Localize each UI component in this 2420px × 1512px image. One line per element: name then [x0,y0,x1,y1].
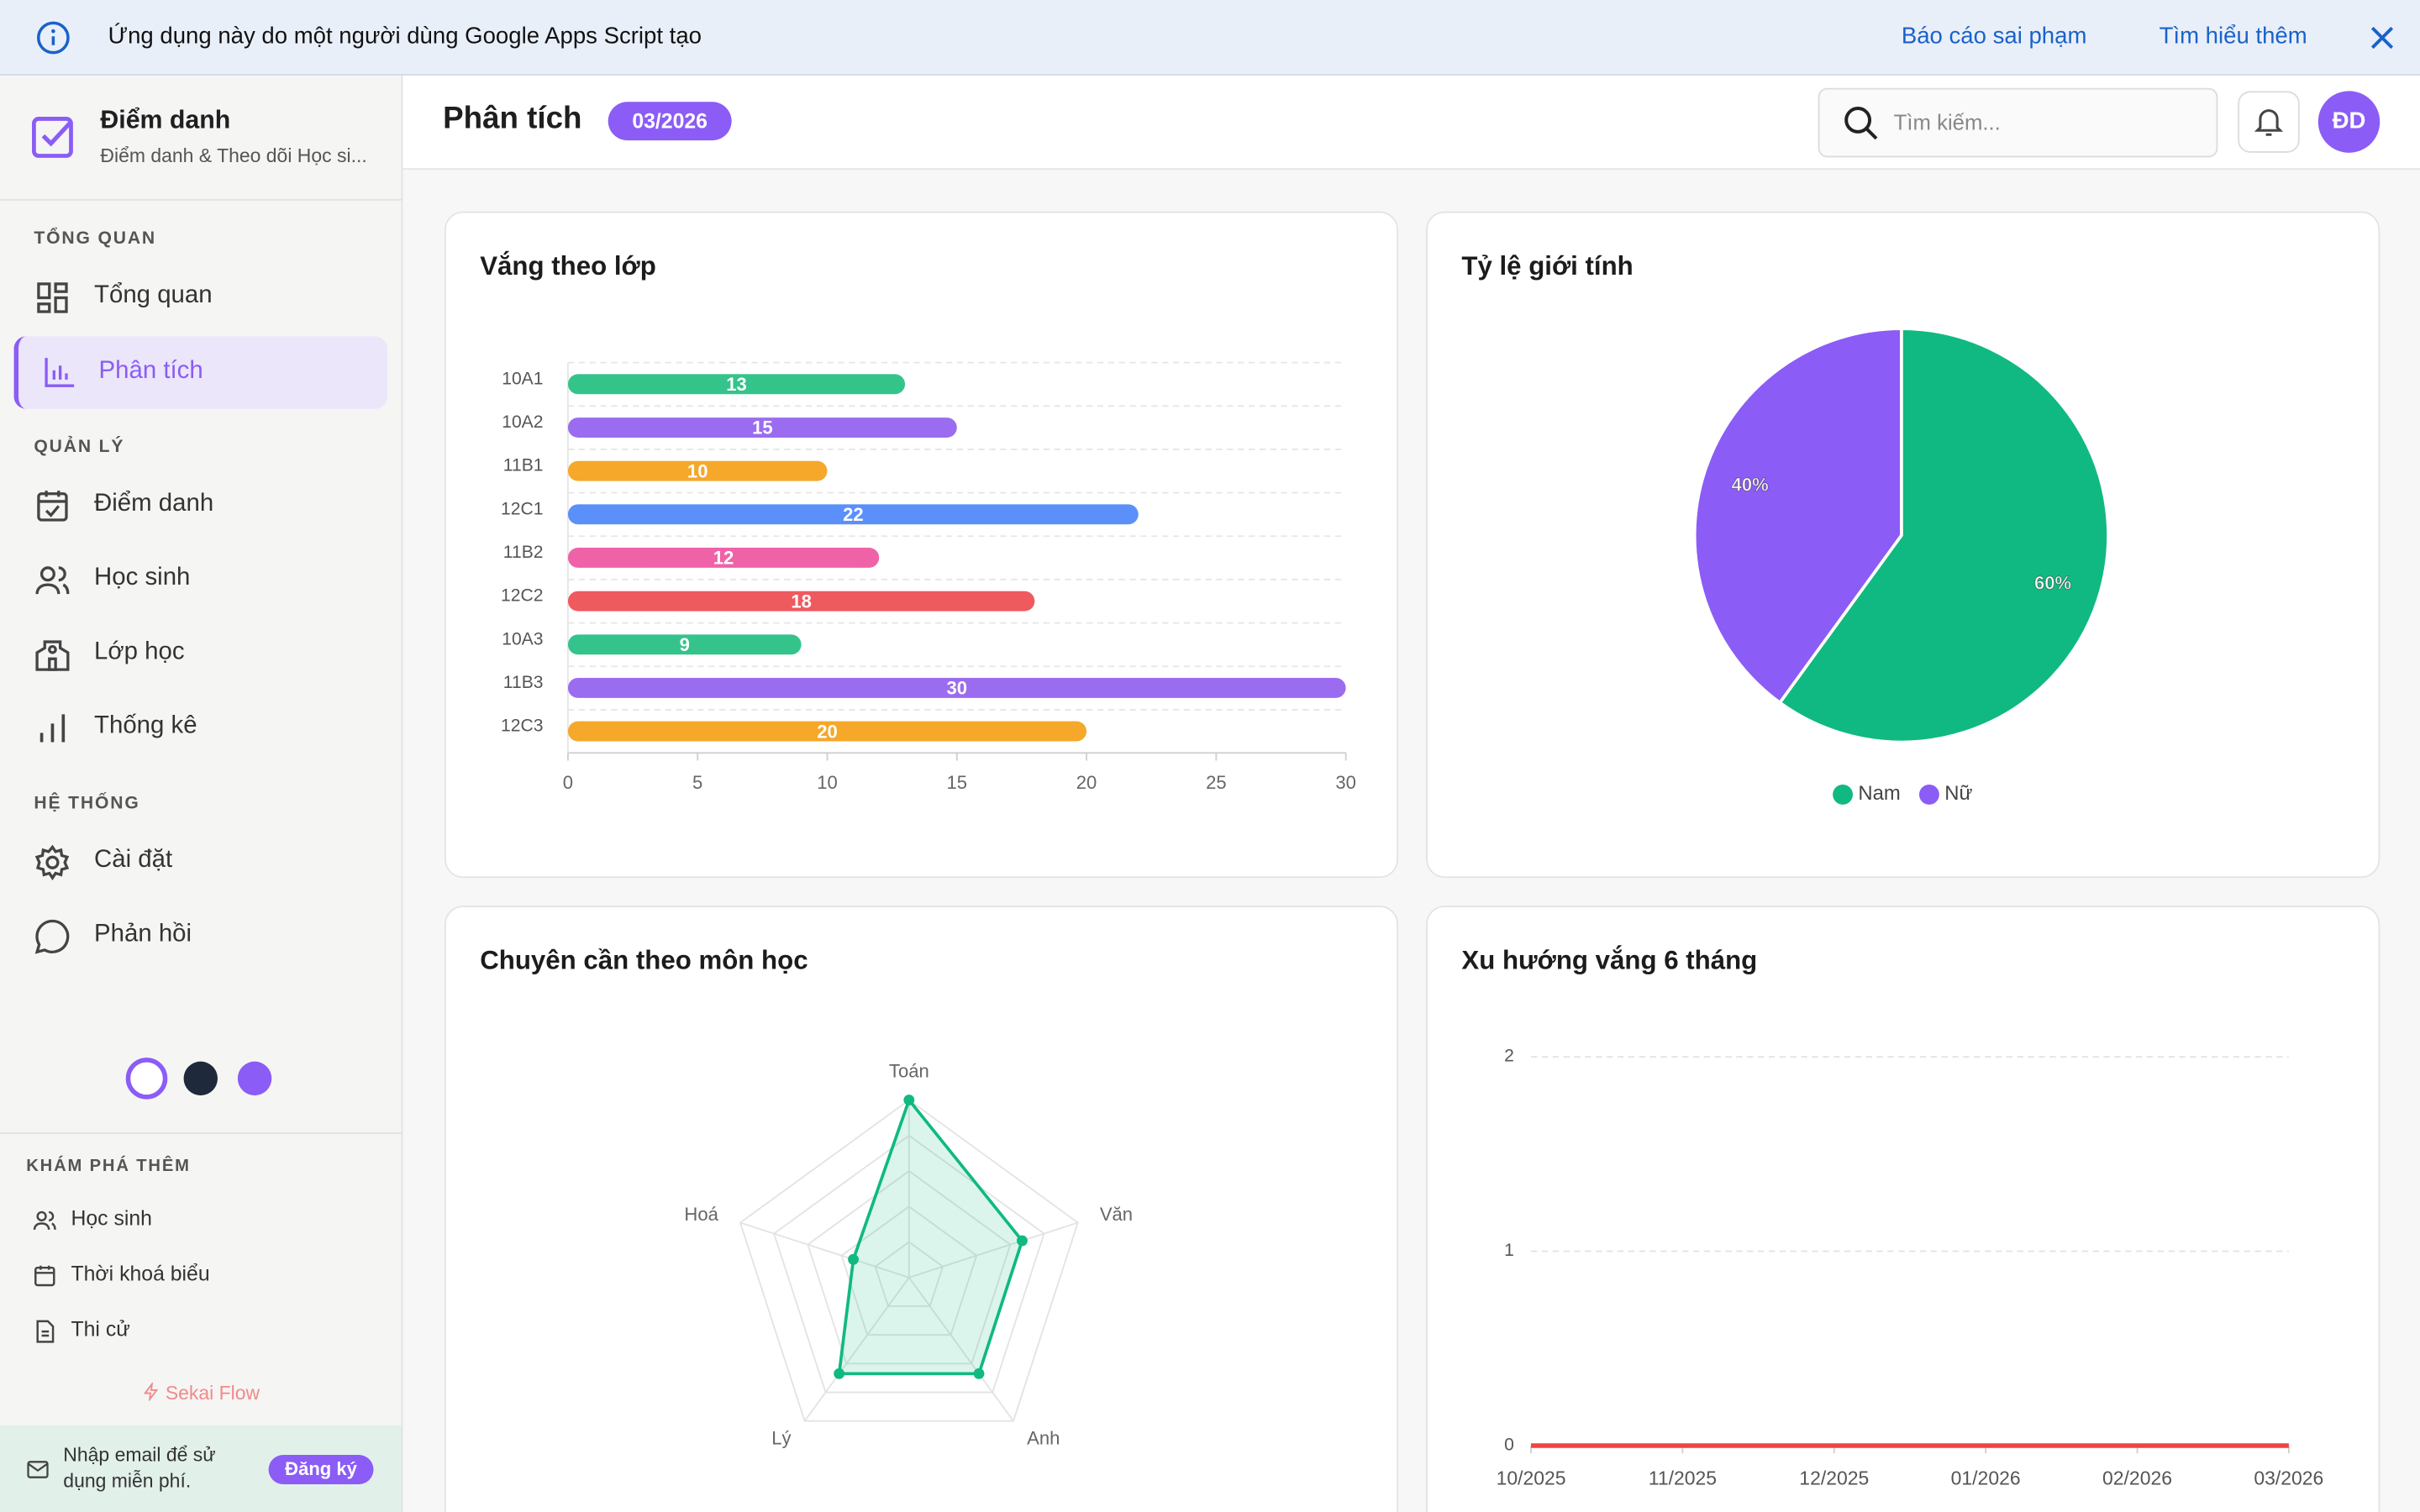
bell-icon [2254,109,2284,136]
nav-icon [39,714,66,743]
header: Phân tích 03/2026 Tìm kiếm... ĐD [402,76,2420,171]
notification-button[interactable] [2238,91,2300,153]
banner: Ứng dụng này do một người dùng Google Ap… [0,0,2420,76]
explore-label: Học sinh [71,1206,152,1230]
info-icon [37,21,70,55]
nav-label: Tổng quan [94,282,213,309]
search-placeholder: Tìm kiếm... [1893,109,2001,134]
explore-icon [34,1265,55,1287]
nav-icon [35,566,70,595]
explore-label: Thời khoá biểu [71,1262,210,1286]
explore-label: Thi cử [71,1317,130,1341]
explore-item[interactable]: Thi cử [0,1315,402,1346]
brand-icon [143,1381,158,1403]
brand[interactable]: Sekai Flow [0,1381,402,1404]
chart-card: Chuyên cần theo môn học [444,906,1399,1512]
signup-text: Nhập email để sử dụng miễn phí. [63,1444,216,1493]
chart-card: Xu hướng vắng 6 tháng [1426,906,2381,1512]
chart-card: Tỷ lệ giới tính [1426,211,2381,879]
banner-text: Ứng dụng này do một người dùng Google Ap… [108,23,702,50]
explore-icon [36,1320,55,1343]
section-title: KHÁM PHÁ THÊM [26,1157,191,1176]
nav-icon [37,282,68,313]
nav-item[interactable]: Lớp học [0,627,402,682]
chart-card: Vắng theo lớp [444,211,1399,879]
nav-active[interactable]: Phân tích [13,336,388,409]
nav-item[interactable]: Điểm danh [0,478,402,533]
card-title: Chuyên cần theo môn học [480,945,808,975]
nav-label: Điểm danh [94,491,214,517]
banner-link[interactable]: Tìm hiểu thêm [2159,23,2307,50]
app-title: Điểm danh [100,106,231,134]
nav-icon [35,640,70,671]
nav-label: Phân tích [98,358,203,385]
card-title: Tỷ lệ giới tính [1461,251,1634,281]
search-icon [1844,107,1878,140]
nav-label: Học sinh [94,564,191,591]
nav-label: Lớp học [94,638,185,665]
nav-item[interactable]: Cài đặt [0,835,402,890]
explore-item[interactable]: Thời khoá biểu [0,1259,402,1290]
theme-dot[interactable] [237,1061,272,1096]
page-title: Phân tích [443,102,582,136]
logo [32,117,73,158]
theme-dot[interactable] [125,1058,168,1100]
section-title: HỆ THỐNG [34,794,140,813]
explore-item[interactable]: Học sinh [0,1204,402,1235]
nav-label: Phản hồi [94,921,192,948]
nav-icon [37,491,68,522]
nav-label: Thống kê [94,712,197,739]
avatar[interactable]: ĐD [2317,91,2381,153]
close-button[interactable] [2369,24,2395,50]
section-title: QUẢN LÝ [34,438,125,457]
divider [0,198,402,201]
nav-icon [34,844,70,881]
period-badge: 03/2026 [608,102,732,141]
nav-icon [34,919,70,954]
signup-bar: Nhập email để sử dụng miễn phí. Đăng ký [0,1425,402,1512]
card-title: Xu hướng vắng 6 tháng [1461,945,1758,975]
app-subtitle: Điểm danh & Theo dõi Học si... [100,144,367,167]
sidebar: Điểm danh Điểm danh & Theo dõi Học si...… [0,76,403,1512]
nav-item[interactable]: Học sinh [0,553,402,608]
nav-item[interactable]: Thống kê [0,701,402,756]
mail-icon [27,1461,49,1478]
theme-switcher [125,1058,272,1100]
card-title: Vắng theo lớp [480,251,656,281]
section-title: TỔNG QUAN [34,229,157,249]
search-box[interactable]: Tìm kiếm... [1818,87,2218,158]
theme-dot[interactable] [183,1061,218,1096]
nav-icon [45,358,75,387]
nav-item[interactable]: Tổng quan [0,270,402,325]
nav-item[interactable]: Phản hồi [0,909,402,964]
nav-label: Cài đặt [94,847,173,874]
signup-button[interactable]: Đăng ký [268,1455,374,1484]
banner-link[interactable]: Báo cáo sai phạm [1901,23,2087,50]
explore-icon [33,1210,56,1230]
brand-label: Sekai Flow [165,1382,260,1404]
divider [0,1132,402,1135]
